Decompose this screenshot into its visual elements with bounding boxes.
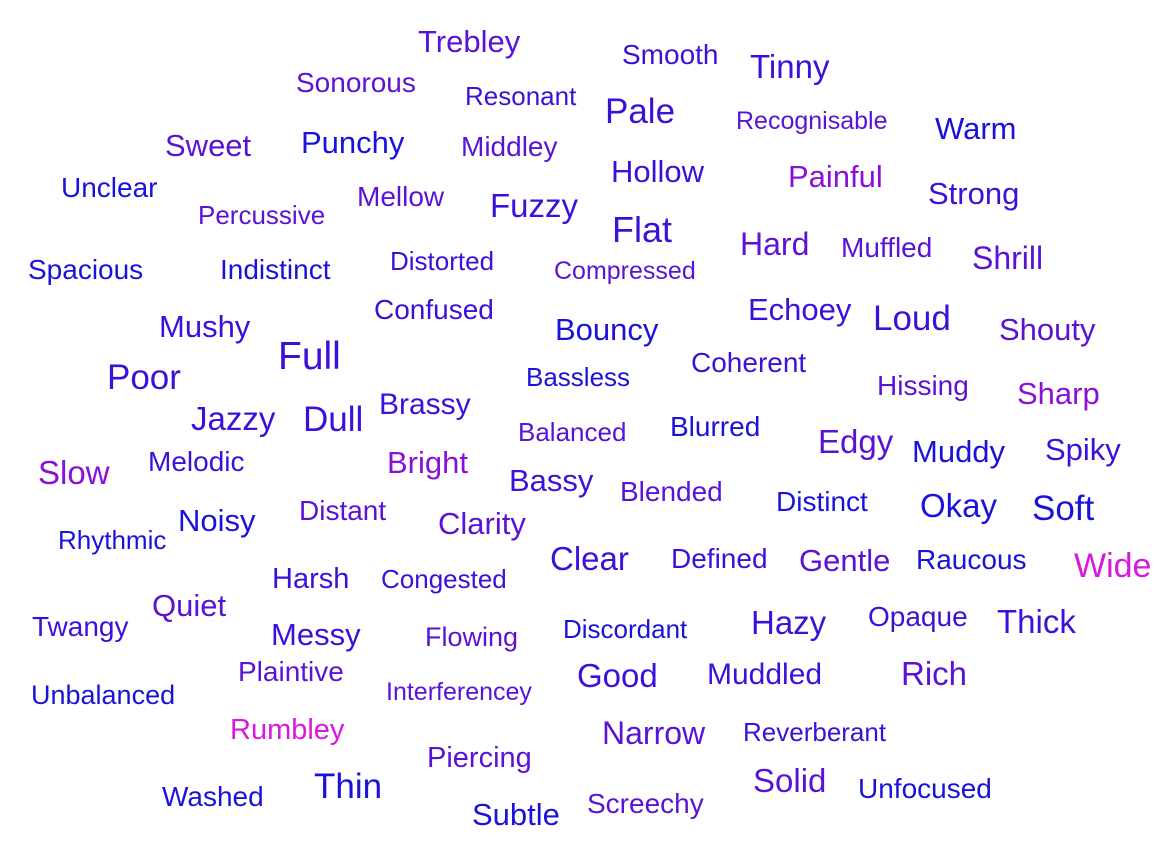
word-bassless: Bassless (526, 362, 631, 392)
word-percussive: Percussive (198, 200, 326, 230)
word-okay: Okay (920, 487, 998, 524)
word-reverberant: Reverberant (743, 717, 887, 747)
word-resonant: Resonant (465, 81, 577, 111)
word-gentle: Gentle (799, 543, 891, 578)
word-poor: Poor (107, 358, 181, 397)
word-mellow: Mellow (357, 181, 445, 212)
word-good: Good (577, 657, 658, 694)
word-hazy: Hazy (751, 604, 827, 641)
word-shouty: Shouty (999, 312, 1096, 347)
word-hissing: Hissing (877, 370, 969, 401)
word-indistinct: Indistinct (220, 254, 331, 285)
word-bassy: Bassy (509, 463, 594, 498)
word-interferencey: Interferencey (386, 678, 532, 706)
word-loud: Loud (873, 299, 951, 338)
word-harsh: Harsh (272, 563, 350, 595)
word-distant: Distant (299, 495, 387, 526)
word-soft: Soft (1032, 489, 1095, 528)
word-brassy: Brassy (379, 388, 471, 421)
word-confused: Confused (374, 294, 494, 325)
word-melodic: Melodic (148, 446, 245, 477)
word-blended: Blended (620, 476, 723, 507)
word-fuzzy: Fuzzy (490, 187, 579, 224)
word-screechy: Screechy (587, 788, 704, 819)
word-pale: Pale (605, 92, 676, 131)
word-muffled: Muffled (841, 232, 933, 263)
word-quiet: Quiet (152, 588, 227, 623)
word-narrow: Narrow (602, 715, 706, 751)
word-flat: Flat (612, 209, 673, 250)
word-slow: Slow (38, 454, 110, 491)
word-smooth: Smooth (622, 39, 719, 70)
word-noisy: Noisy (178, 503, 256, 538)
word-punchy: Punchy (301, 125, 405, 160)
word-bright: Bright (387, 445, 468, 480)
word-raucous: Raucous (916, 544, 1027, 575)
word-middley: Middley (461, 131, 558, 162)
word-unfocused: Unfocused (858, 773, 992, 804)
word-bouncy: Bouncy (555, 312, 659, 347)
word-discordant: Discordant (563, 614, 688, 644)
word-coherent: Coherent (691, 347, 807, 378)
word-strong: Strong (928, 176, 1020, 211)
word-hard: Hard (740, 226, 810, 262)
word-plaintive: Plaintive (238, 656, 344, 687)
word-recognisable: Recognisable (736, 107, 888, 135)
word-thin: Thin (314, 767, 383, 806)
word-thick: Thick (997, 603, 1076, 640)
word-piercing: Piercing (427, 742, 532, 774)
word-hollow: Hollow (611, 154, 705, 189)
word-congested: Congested (381, 564, 507, 594)
word-flowing: Flowing (425, 622, 519, 652)
word-warm: Warm (935, 111, 1017, 146)
word-tinny: Tinny (750, 48, 830, 85)
word-distorted: Distorted (390, 246, 495, 276)
word-blurred: Blurred (670, 411, 761, 442)
word-spacious: Spacious (28, 254, 144, 285)
word-rich: Rich (901, 655, 968, 692)
word-clarity: Clarity (438, 506, 526, 541)
word-unbalanced: Unbalanced (31, 680, 176, 710)
word-subtle: Subtle (472, 797, 560, 832)
word-rumbley: Rumbley (230, 714, 345, 746)
word-painful: Painful (788, 159, 883, 194)
word-dull: Dull (303, 400, 364, 439)
word-echoey: Echoey (748, 292, 852, 327)
word-sonorous: Sonorous (296, 67, 416, 98)
word-distinct: Distinct (776, 486, 868, 517)
word-washed: Washed (162, 781, 264, 812)
word-compressed: Compressed (554, 257, 696, 285)
word-trebley: Trebley (418, 24, 521, 59)
word-shrill: Shrill (972, 240, 1044, 276)
word-full: Full (278, 335, 341, 378)
word-balanced: Balanced (518, 417, 627, 447)
word-wide: Wide (1074, 547, 1152, 585)
word-sharp: Sharp (1017, 376, 1100, 411)
word-clear: Clear (550, 540, 629, 577)
word-edgy: Edgy (818, 423, 894, 460)
word-messy: Messy (271, 617, 361, 652)
word-jazzy: Jazzy (191, 400, 276, 437)
word-mushy: Mushy (159, 309, 251, 344)
word-defined: Defined (671, 543, 768, 574)
word-unclear: Unclear (61, 172, 158, 203)
word-sweet: Sweet (165, 128, 252, 163)
word-muddled: Muddled (707, 658, 823, 691)
word-rhythmic: Rhythmic (58, 525, 167, 555)
word-muddy: Muddy (912, 434, 1006, 469)
word-spiky: Spiky (1045, 432, 1121, 467)
word-solid: Solid (753, 762, 827, 799)
word-twangy: Twangy (32, 611, 129, 642)
word-opaque: Opaque (868, 601, 968, 632)
